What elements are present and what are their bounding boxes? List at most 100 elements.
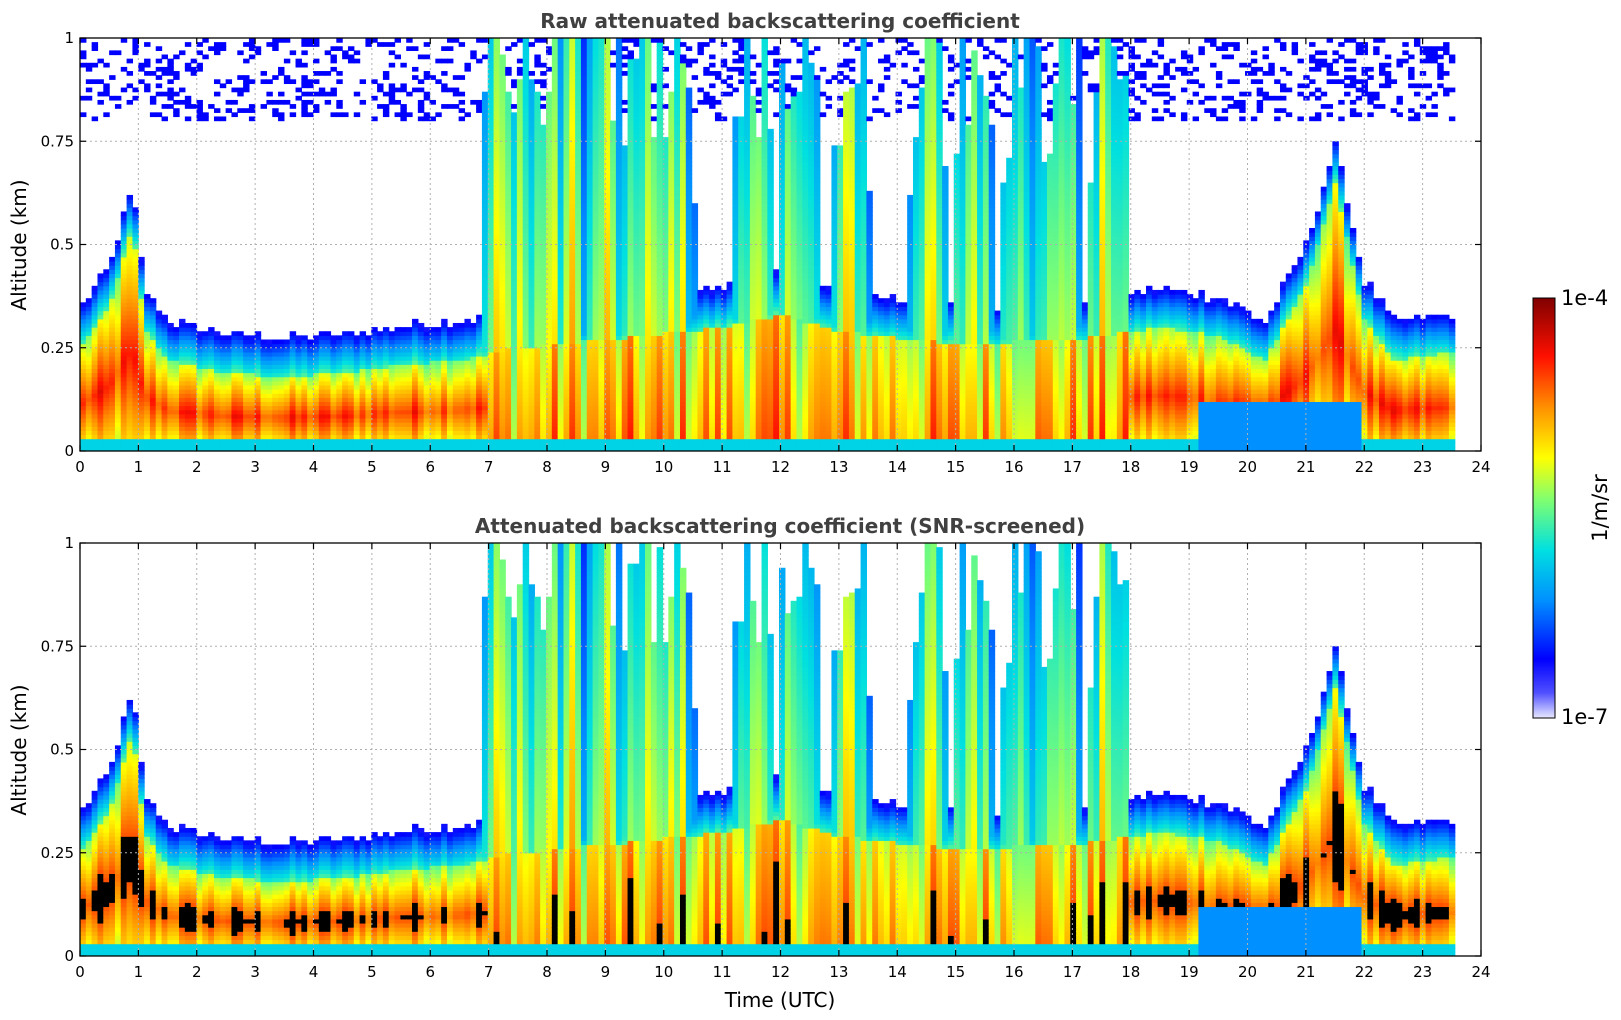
heatmap-cell [534,364,541,369]
heatmap-cell [213,339,221,345]
heatmap-cell [575,364,582,369]
heatmap-cell [167,438,174,444]
heatmap-cell [237,384,244,390]
heatmap-cell [126,434,134,440]
heatmap-cell [575,240,582,246]
heatmap-cell [487,75,495,80]
heatmap-cell [546,318,553,324]
heatmap-cell [557,91,565,97]
heatmap-cell [487,62,495,68]
heatmap-cell [534,331,541,336]
heatmap-cell [254,434,262,440]
heatmap-cell [237,335,244,341]
heatmap-cell [580,417,588,423]
heatmap-cell [551,38,559,43]
heatmap-cell [598,331,605,336]
heatmap-cell [190,339,198,345]
heatmap-cell [493,66,501,72]
heatmap-cell [621,360,629,365]
heatmap-cell [126,368,134,374]
heatmap-cell [546,372,553,378]
heatmap-cell [557,413,565,419]
heatmap-cell [359,347,367,353]
heatmap-cell [551,66,559,72]
heatmap-cell [575,438,582,444]
heatmap-cell [435,380,442,386]
heatmap-cell [278,389,285,394]
heatmap-cell [557,248,565,254]
heatmap-cell [481,273,489,279]
heatmap-cell [103,302,110,308]
heatmap-cell [569,364,576,369]
heatmap-cell [347,380,355,386]
heatmap-cell [313,108,320,113]
heatmap-cell [190,397,198,403]
heatmap-cell [493,219,501,225]
heatmap-cell [237,108,244,113]
heatmap-cell [167,331,174,336]
heatmap-cell [458,356,466,361]
heatmap-cell [377,430,384,436]
heatmap-cell [80,364,87,369]
heatmap-cell [406,426,413,431]
heatmap-cell [540,145,547,151]
heatmap-cell [481,409,489,415]
heatmap-cell [580,322,588,328]
heatmap-cell [243,422,250,427]
heatmap-cell [586,223,594,229]
heatmap-cell [540,422,547,427]
heatmap-cell [499,339,506,345]
heatmap-cell [377,376,384,382]
heatmap-cell [109,368,116,374]
heatmap-cell [184,331,192,336]
heatmap-cell [254,426,262,431]
heatmap-cell [400,108,407,113]
heatmap-cell [511,327,518,332]
heatmap-cell [394,434,401,440]
heatmap-cell [120,294,128,299]
heatmap-cell [155,372,163,378]
heatmap-cell [85,426,93,431]
heatmap-cell [97,351,104,357]
heatmap-cell [394,438,401,444]
heatmap-cell [621,215,629,221]
heatmap-cell [400,389,407,394]
heatmap-cell [598,132,605,138]
heatmap-cell [138,368,145,374]
heatmap-cell [138,343,145,349]
heatmap-cell [196,339,203,345]
heatmap-cell [80,351,87,357]
heatmap-cell [126,446,134,451]
heatmap-cell [592,285,600,291]
heatmap-cell [114,265,122,270]
heatmap-cell [604,281,611,287]
heatmap-cell [120,318,128,324]
heatmap-cell [580,207,588,213]
heatmap-cell [516,145,524,151]
heatmap-cell [575,368,582,374]
heatmap-cell [522,360,530,365]
heatmap-cell [80,62,87,68]
heatmap-cell [237,356,244,361]
heatmap-cell [184,335,192,341]
heatmap-cell [446,376,454,382]
heatmap-cell [417,327,425,332]
heatmap-cell [534,190,541,196]
heatmap-cell [91,347,99,353]
heatmap-cell [516,372,524,378]
heatmap-cell [295,417,302,423]
heatmap-cell [103,335,110,341]
heatmap-cell [371,331,378,336]
heatmap-cell [155,389,163,394]
heatmap-cell [615,261,623,266]
heatmap-cell [208,46,215,51]
heatmap-cell [615,347,623,353]
heatmap-cell [208,405,215,411]
heatmap-cell [429,401,436,407]
heatmap-cell [580,327,588,332]
heatmap-cell [511,318,518,324]
heatmap-cell [551,157,559,163]
heatmap-cell [446,397,454,403]
heatmap-cell [202,339,209,345]
heatmap-cell [615,356,623,361]
